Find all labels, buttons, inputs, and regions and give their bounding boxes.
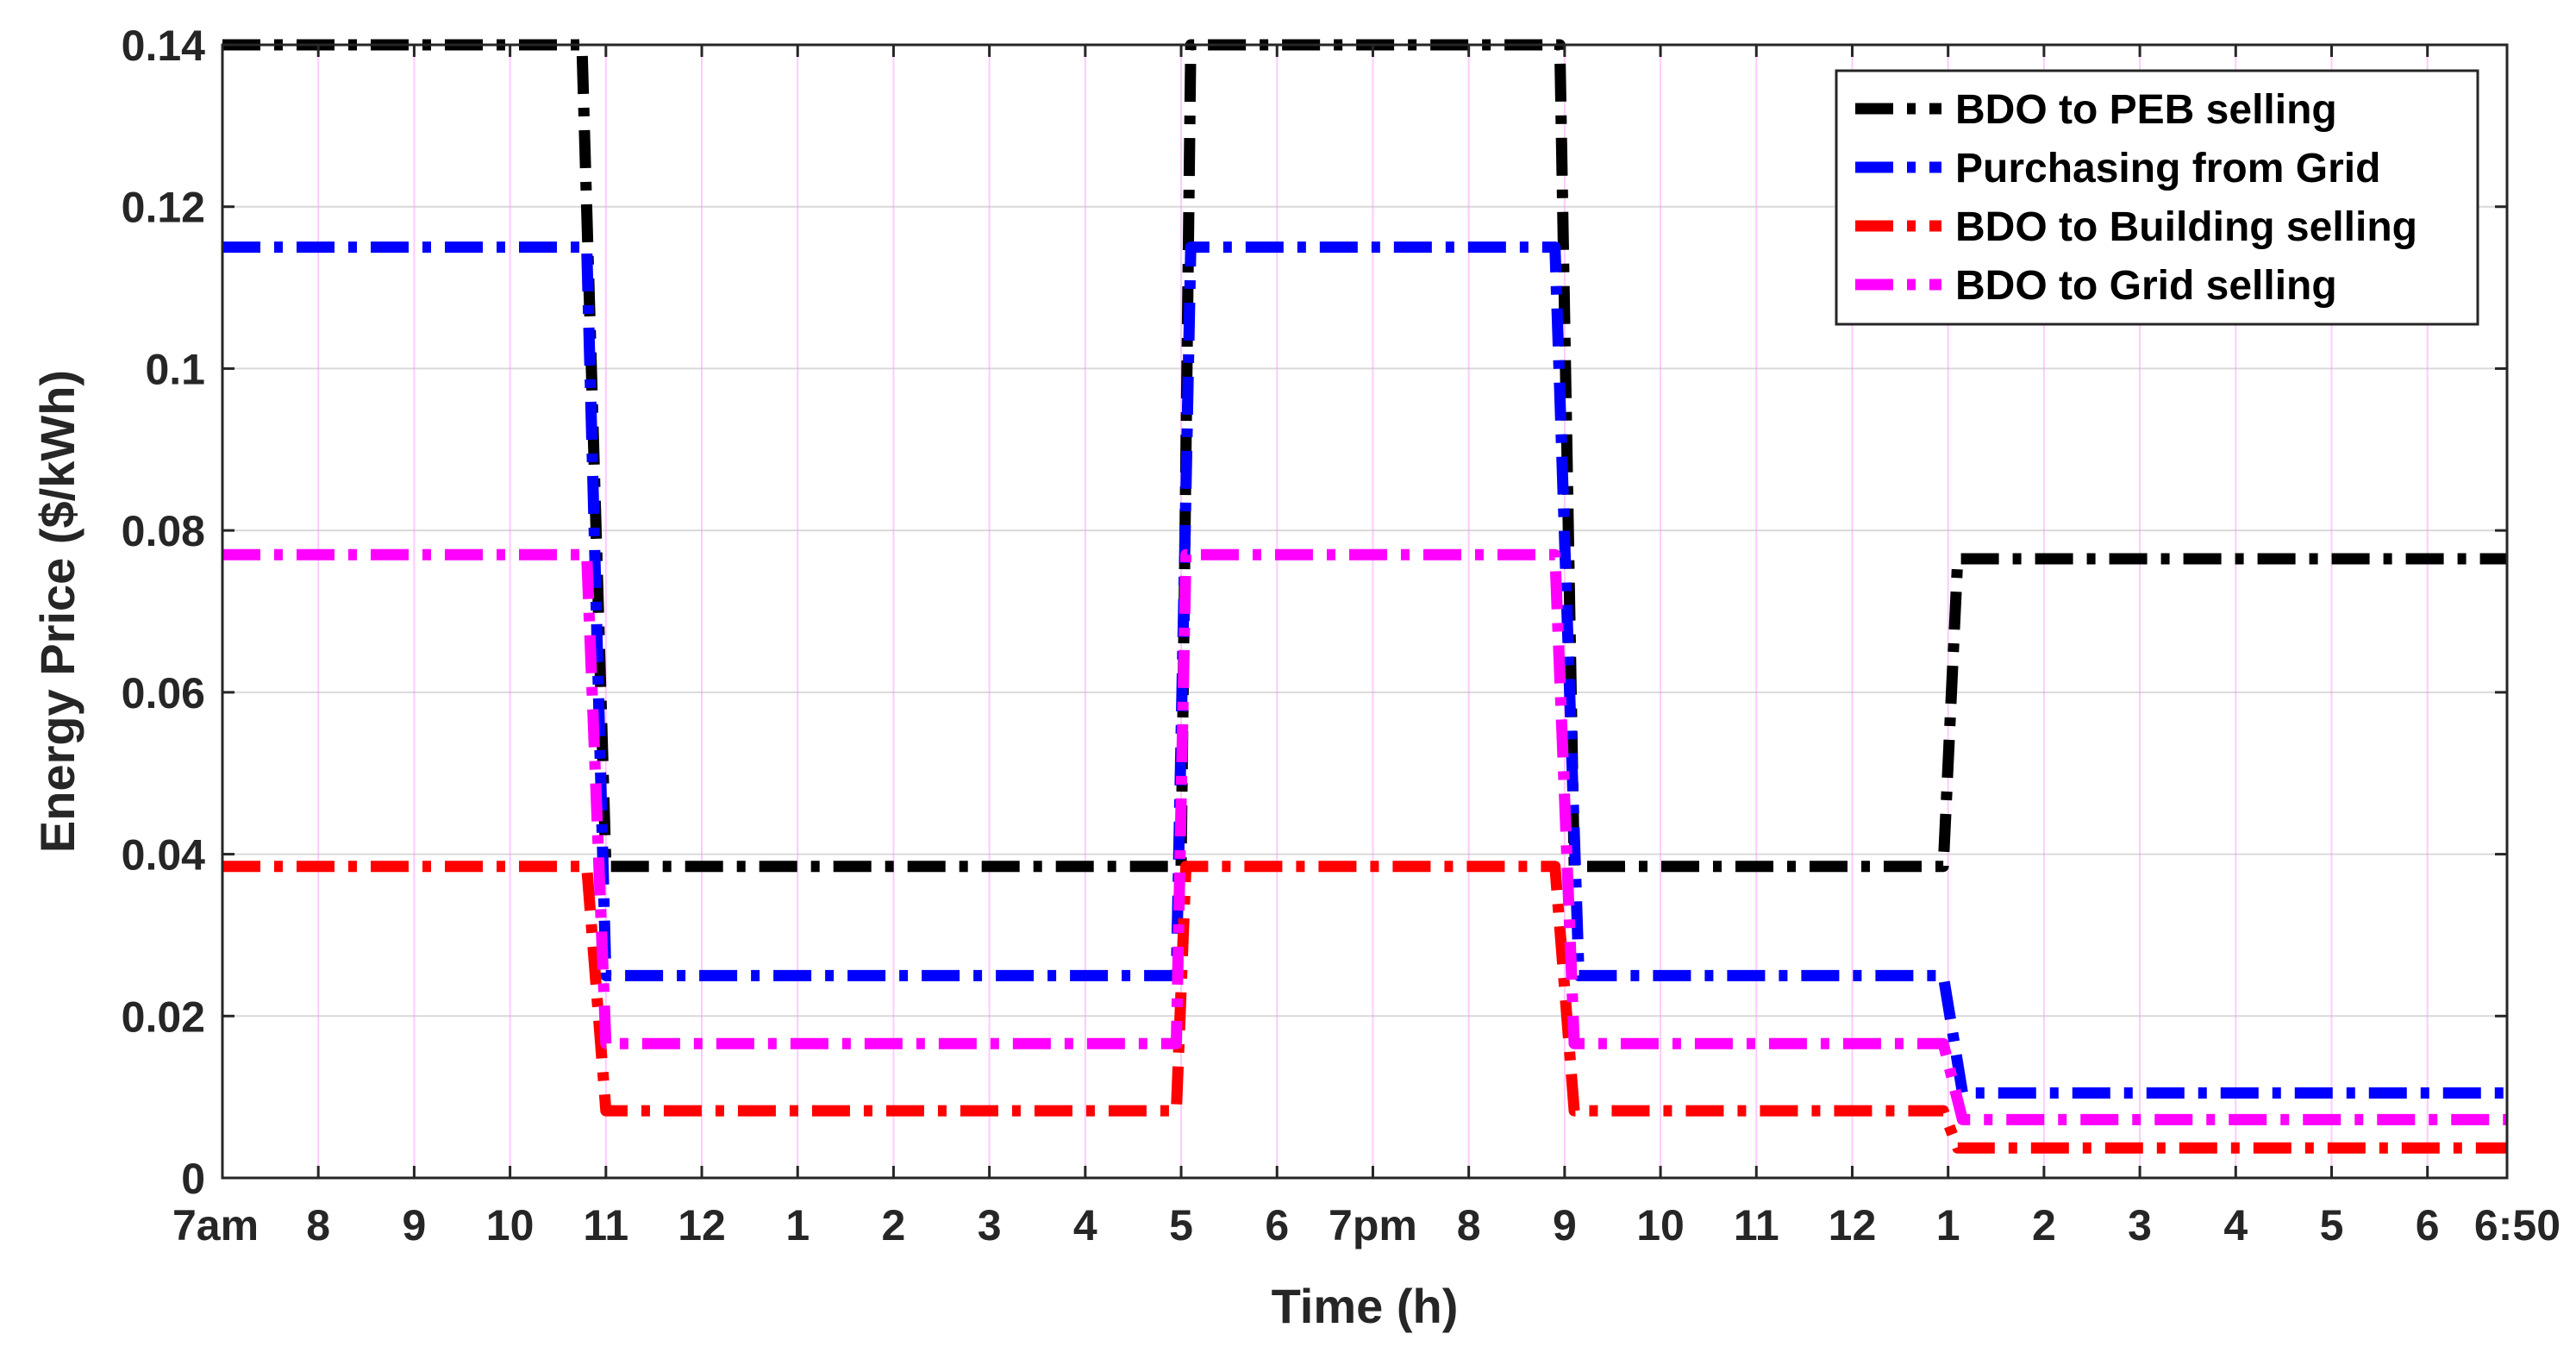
x-tick-label: 8 <box>1457 1201 1481 1249</box>
x-tick-label: 6 <box>1265 1201 1289 1249</box>
y-tick-label: 0.1 <box>145 345 205 393</box>
x-tick-label: 6:50 <box>2474 1201 2560 1249</box>
y-tick-label: 0.14 <box>122 22 206 70</box>
x-tick-label: 11 <box>1734 1201 1779 1249</box>
x-tick-label: 12 <box>1829 1201 1877 1249</box>
y-tick-label: 0.06 <box>122 669 205 717</box>
x-tick-label: 1 <box>1936 1201 1960 1249</box>
legend-box <box>1835 69 2479 326</box>
x-tick-label: 8 <box>306 1201 330 1249</box>
y-tick-label: 0.02 <box>122 993 205 1041</box>
x-tick-label: 12 <box>678 1201 726 1249</box>
legend: BDO to PEB selling Purchasing from Grid BD… <box>1835 69 2479 326</box>
x-tick-label: 3 <box>2128 1201 2152 1249</box>
x-tick-label: 5 <box>2320 1201 2344 1249</box>
series-line-3 <box>222 861 2507 1154</box>
y-tick-label: 0.08 <box>122 507 205 555</box>
x-tick-label: 7am <box>172 1201 259 1249</box>
legend-label: BDO to PEB selling <box>1955 87 2337 133</box>
y-tick-label: 0.12 <box>122 184 205 232</box>
x-axis-label: Time (h) <box>1272 1279 1459 1333</box>
series-line-2 <box>222 241 2507 1099</box>
x-tick-label: 10 <box>1636 1201 1685 1249</box>
x-tick-label: 9 <box>403 1201 427 1249</box>
y-axis-label: Energy Price ($/kWh) <box>30 370 84 853</box>
legend-label: BDO to Building selling <box>1955 204 2417 250</box>
x-tick-label: 6 <box>2416 1201 2440 1249</box>
plot-frame <box>221 43 2509 1180</box>
x-tick-label: 10 <box>486 1201 535 1249</box>
x-tick-label: 1 <box>785 1201 810 1249</box>
x-tick-label: 9 <box>1553 1201 1577 1249</box>
y-tick-label: 0 <box>181 1155 205 1203</box>
y-tick-label: 0.04 <box>122 831 206 880</box>
x-tick-label: 7pm <box>1329 1201 1417 1249</box>
x-tick-label: 2 <box>2032 1201 2056 1249</box>
legend-label: BDO to Grid selling <box>1955 263 2337 309</box>
x-tick-label: 11 <box>583 1201 628 1249</box>
tick-layer: 7am 8 9 10 11 12 1 2 3 4 5 6 7pm 8 9 10 11 12 1 2 3 4 5 6 6:5000… <box>122 22 2560 1249</box>
x-tick-label: 5 <box>1169 1201 1193 1249</box>
x-tick-label: 2 <box>882 1201 906 1249</box>
legend-label: Purchasing from Grid <box>1955 146 2380 191</box>
x-tick-label: 4 <box>1073 1201 1097 1249</box>
series-line-4 <box>222 548 2507 1125</box>
x-tick-label: 4 <box>2223 1201 2248 1249</box>
x-tick-label: 3 <box>978 1201 1002 1249</box>
